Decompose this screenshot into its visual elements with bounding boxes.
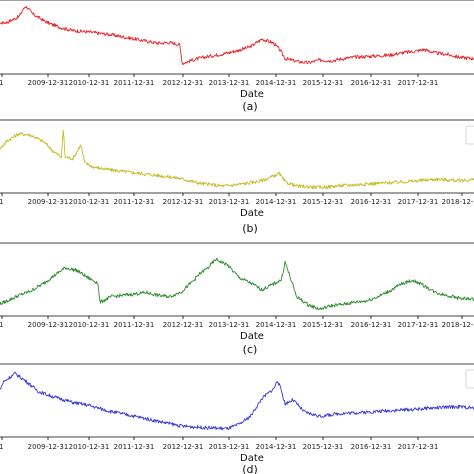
x-axis-title: Date (240, 453, 264, 464)
panel-caption: (d) (242, 463, 258, 474)
x-tick-label: 2011-12-31 (114, 198, 155, 206)
x-tick-label: 2016-12-31 (351, 79, 392, 87)
x-tick-label: 2017-12-31 (398, 443, 439, 451)
x-tick-label: 2010-12-31 (69, 321, 110, 329)
x-tick-label: 2015-12-31 (303, 198, 344, 206)
x-tick-label: 2013-12-31 (209, 321, 250, 329)
x-tick-label: 2014-12-31 (256, 443, 297, 451)
panel-caption: (a) (242, 100, 257, 113)
x-tick-label: 2015-12-31 (303, 321, 344, 329)
x-tick-label: 2015-12-31 (303, 443, 344, 451)
x-tick-label: 2013-12-31 (209, 198, 250, 206)
panel-caption: (b) (242, 222, 258, 235)
legend-box-2 (465, 125, 474, 145)
x-tick-label: 2018-12-31 (442, 198, 474, 206)
x-tick-label: 2010-12-31 (69, 79, 110, 87)
panel-caption: (c) (243, 343, 258, 356)
x-tick-label: 2011-12-31 (114, 321, 155, 329)
series-line-4 (0, 371, 474, 431)
series-line-3 (0, 257, 474, 311)
x-axis-title: Date (240, 331, 264, 342)
x-tick-label: 2016-12-31 (351, 321, 392, 329)
x-tick-label: 2009-12-31 (28, 443, 69, 451)
x-tick-label: 2012-12-31 (163, 79, 204, 87)
x-tick-label: 2012-12-31 (163, 443, 204, 451)
x-tick-label: 2010-12-31 (69, 198, 110, 206)
x-axis-title: Date (240, 89, 264, 100)
x-tick-label: 2012-12-31 (163, 198, 204, 206)
x-tick-label: 1 (0, 79, 3, 87)
x-tick-label: 2014-12-31 (256, 321, 297, 329)
legend-box-4 (465, 369, 474, 389)
x-tick-label: 2016-12-31 (351, 443, 392, 451)
x-tick-label: 2013-12-31 (209, 443, 250, 451)
series-line-2 (0, 129, 474, 190)
x-tick-label: 2018-12-31 (442, 321, 474, 329)
x-tick-label: 2017-12-31 (398, 79, 439, 87)
x-tick-label: 2014-12-31 (256, 79, 297, 87)
x-tick-label: 2009-12-31 (28, 79, 69, 87)
x-tick-label: 2009-12-31 (28, 198, 69, 206)
x-tick-label: 2013-12-31 (209, 79, 250, 87)
x-tick-label: 1 (0, 321, 3, 329)
x-tick-label: 2010-12-31 (69, 443, 110, 451)
x-tick-label: 1 (0, 198, 3, 206)
x-tick-label: 2011-12-31 (114, 443, 155, 451)
x-tick-label: 2012-12-31 (163, 321, 204, 329)
x-axis-title: Date (240, 208, 264, 219)
x-tick-label: 1 (0, 443, 3, 451)
x-tick-label: 2009-12-31 (28, 321, 69, 329)
series-line-1 (0, 6, 474, 66)
x-tick-label: 2014-12-31 (256, 198, 297, 206)
x-tick-label: 2015-12-31 (303, 79, 344, 87)
x-tick-label: 2016-12-31 (351, 198, 392, 206)
x-tick-label: 2017-12-31 (398, 198, 439, 206)
x-tick-label: 2017-12-31 (398, 321, 439, 329)
x-tick-label: 2011-12-31 (114, 79, 155, 87)
